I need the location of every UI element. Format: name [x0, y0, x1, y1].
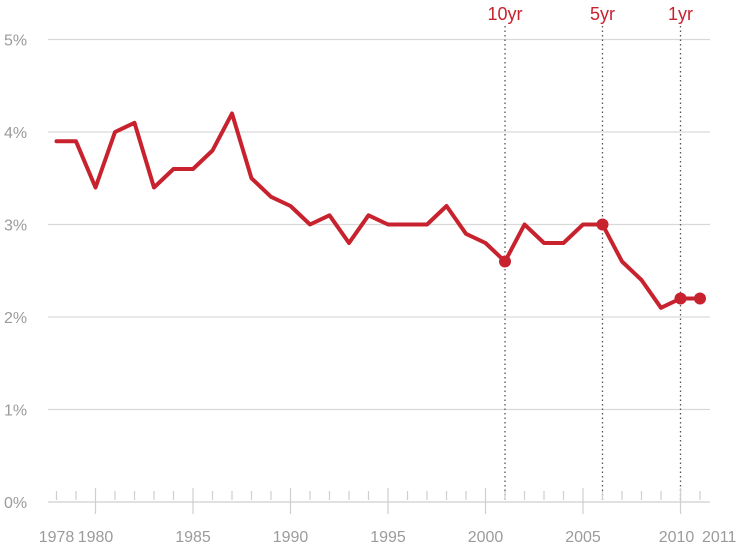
x-tick-label: 2005 — [565, 529, 601, 546]
x-tick-label: 2000 — [468, 529, 504, 546]
x-tick-label: 1978 — [39, 529, 75, 546]
axis-ticks-layer: 0% 1% 2% 3% 4% 5% 1978 1980 1985 1990 1995 2000 2005… — [4, 33, 737, 547]
x-tick-label: 1995 — [370, 529, 406, 546]
reference-label-1yr: 1yr — [668, 4, 693, 24]
series-line-0 — [54, 111, 702, 310]
highlight-point-2001 — [499, 255, 511, 268]
y-tick-label: 5% — [4, 33, 27, 50]
x-tick-label: 1980 — [78, 529, 114, 546]
reference-label-10yr: 10yr — [487, 4, 522, 24]
grid-layer — [48, 38, 710, 503]
reference-label-5yr: 5yr — [590, 4, 615, 24]
y-tick-label: 4% — [4, 125, 27, 142]
highlight-point-2011 — [694, 292, 706, 305]
y-tick-label: 2% — [4, 310, 27, 327]
x-tick-label: 1990 — [273, 529, 309, 546]
series-layer — [54, 111, 706, 310]
x-tick-label: 2011 — [702, 529, 737, 546]
reference-lines-layer: 10yr 5yr 1yr — [487, 4, 693, 502]
x-tick-label: 1985 — [175, 529, 211, 546]
y-tick-label: 0% — [4, 495, 27, 512]
x-tick-label: 2010 — [659, 529, 695, 546]
y-tick-label: 3% — [4, 218, 27, 235]
highlight-point-2010 — [674, 292, 687, 305]
highlight-point-2006 — [596, 218, 609, 231]
y-tick-label: 1% — [4, 403, 27, 420]
